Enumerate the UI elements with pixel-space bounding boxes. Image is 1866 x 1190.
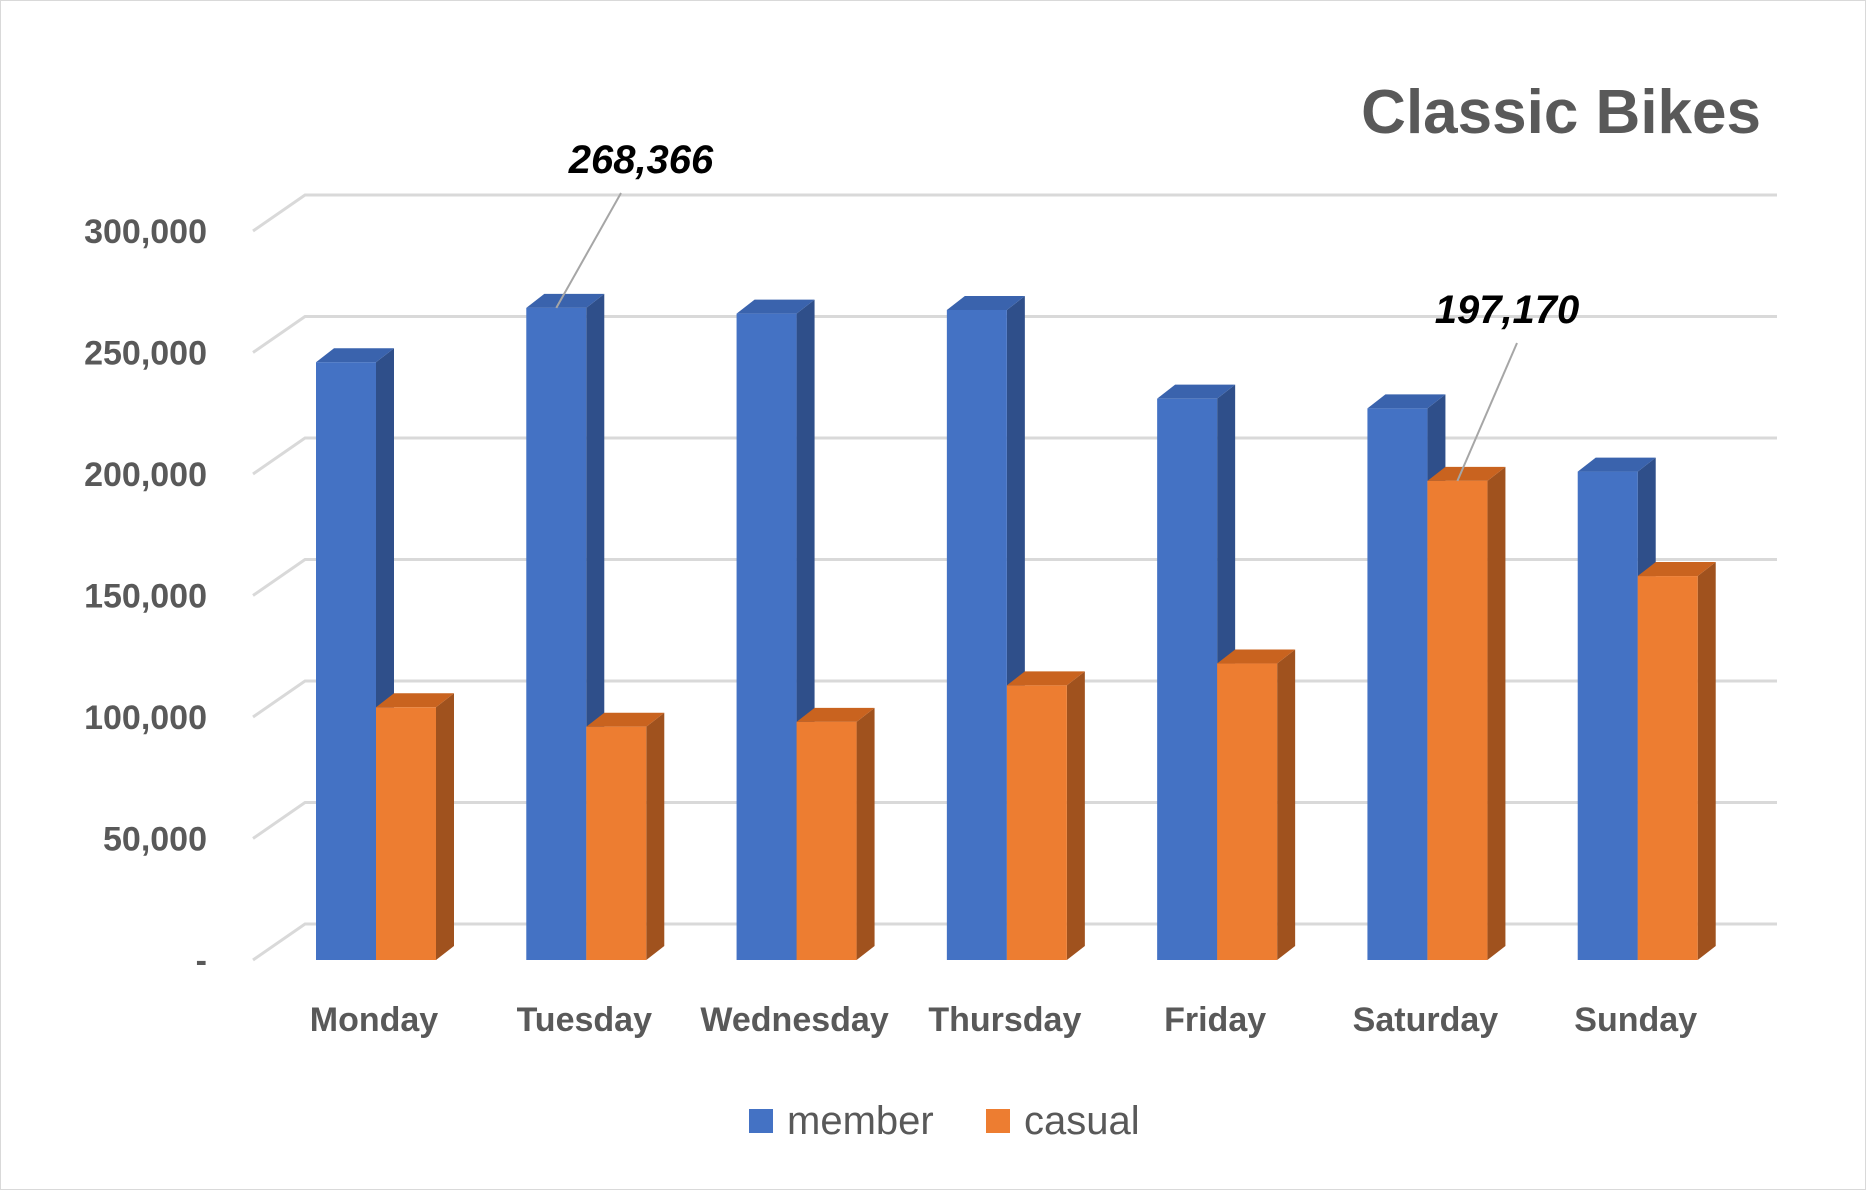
gridline [252, 315, 1777, 354]
chart-title: Classic Bikes [1361, 78, 1761, 147]
annotation-leader-line [1456, 342, 1518, 482]
y-tick-label: 250,000 [84, 335, 207, 373]
bar-casual-wednesday [796, 721, 857, 960]
bar-top [1427, 466, 1506, 481]
x-tick-label: Saturday [1353, 1001, 1499, 1039]
bar-member-sunday [1577, 471, 1638, 960]
y-tick-label: 200,000 [84, 456, 207, 494]
x-tick-label: Tuesday [517, 1001, 653, 1039]
data-label: 197,170 [1435, 288, 1580, 332]
bar-top [736, 299, 815, 314]
x-tick-label: Thursday [928, 1001, 1081, 1039]
bar-top [946, 295, 1025, 310]
x-axis-ticks: Monday Tuesday Wednesday Thursday Friday Satu… [310, 1001, 1697, 1039]
bar-side [1697, 562, 1716, 960]
bar-side [436, 693, 454, 960]
bar-member-tuesday [526, 307, 587, 960]
gridline [252, 193, 1777, 233]
y-tick-label: 50,000 [103, 821, 207, 859]
gridlines [252, 193, 1777, 962]
bar-top [1157, 384, 1236, 399]
legend-label-member: member [787, 1099, 934, 1143]
bar-top [526, 293, 605, 308]
y-tick-label: 150,000 [84, 578, 207, 616]
bar-member-wednesday [736, 313, 797, 960]
y-axis-ticks: - 50,000 100,000 150,000 200,000 250,000 300,0… [84, 213, 207, 980]
bar-member-thursday [946, 309, 1007, 961]
bar-top [1367, 394, 1446, 409]
bar-top [1006, 671, 1085, 686]
bar-member-saturday [1367, 408, 1428, 960]
legend-swatch-casual [986, 1109, 1010, 1133]
legend: member casual [749, 1099, 1140, 1143]
data-label: 268,366 [568, 138, 714, 182]
bar-member-friday [1157, 398, 1218, 960]
bar-top [1217, 649, 1296, 664]
bar-side [1066, 671, 1085, 960]
annotation-leader-line [555, 192, 622, 309]
bar-top [796, 707, 875, 722]
x-tick-label: Friday [1164, 1001, 1266, 1039]
bars [316, 293, 1716, 961]
legend-label-casual: casual [1024, 1099, 1140, 1143]
bar-casual-friday [1217, 663, 1278, 960]
x-tick-label: Sunday [1574, 1001, 1697, 1039]
bar-side [646, 712, 665, 960]
gridline [252, 436, 1777, 476]
y-tick-label: 300,000 [84, 213, 207, 251]
x-tick-label: Monday [310, 1001, 439, 1039]
bar-top [316, 348, 394, 363]
x-tick-label: Wednesday [700, 1001, 888, 1039]
bar-casual-tuesday [586, 726, 647, 960]
y-tick-label: 100,000 [84, 699, 207, 737]
legend-swatch-member [749, 1109, 773, 1133]
bar-top [1577, 457, 1656, 472]
bar-casual-sunday [1637, 576, 1698, 960]
bar-casual-monday [376, 707, 436, 960]
bar-side [856, 707, 875, 960]
bar-top [376, 693, 454, 708]
bar-member-monday [316, 362, 376, 961]
bar-side [1487, 466, 1506, 960]
gridline [252, 558, 1777, 597]
annotations: 268,366 197,170 [555, 138, 1580, 482]
bar-side [1277, 649, 1296, 960]
bar-top [1637, 562, 1716, 577]
bar-casual-saturday [1427, 480, 1488, 960]
y-tick-label: - [196, 942, 207, 980]
bar-top [586, 712, 665, 727]
bar-casual-thursday [1006, 685, 1067, 960]
